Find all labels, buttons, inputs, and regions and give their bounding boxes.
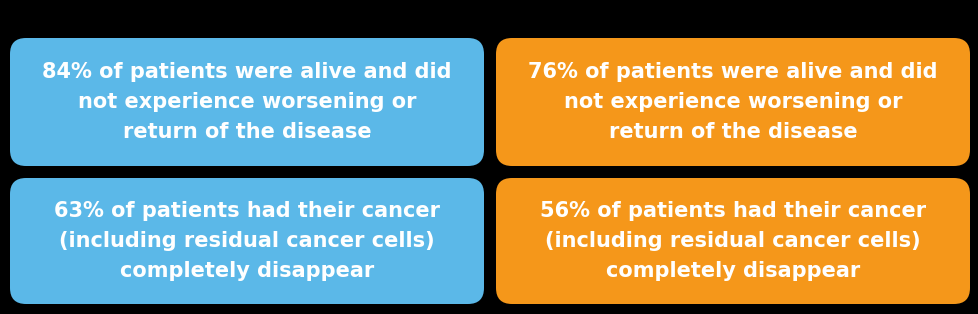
Text: 63% of patients had their cancer
(including residual cancer cells)
completely di: 63% of patients had their cancer (includ… xyxy=(54,201,439,281)
FancyBboxPatch shape xyxy=(10,178,483,304)
FancyBboxPatch shape xyxy=(496,38,969,166)
Text: 84% of patients were alive and did
not experience worsening or
return of the dis: 84% of patients were alive and did not e… xyxy=(42,62,451,142)
FancyBboxPatch shape xyxy=(496,178,969,304)
Text: 56% of patients had their cancer
(including residual cancer cells)
completely di: 56% of patients had their cancer (includ… xyxy=(540,201,925,281)
FancyBboxPatch shape xyxy=(10,38,483,166)
Text: 76% of patients were alive and did
not experience worsening or
return of the dis: 76% of patients were alive and did not e… xyxy=(528,62,937,142)
